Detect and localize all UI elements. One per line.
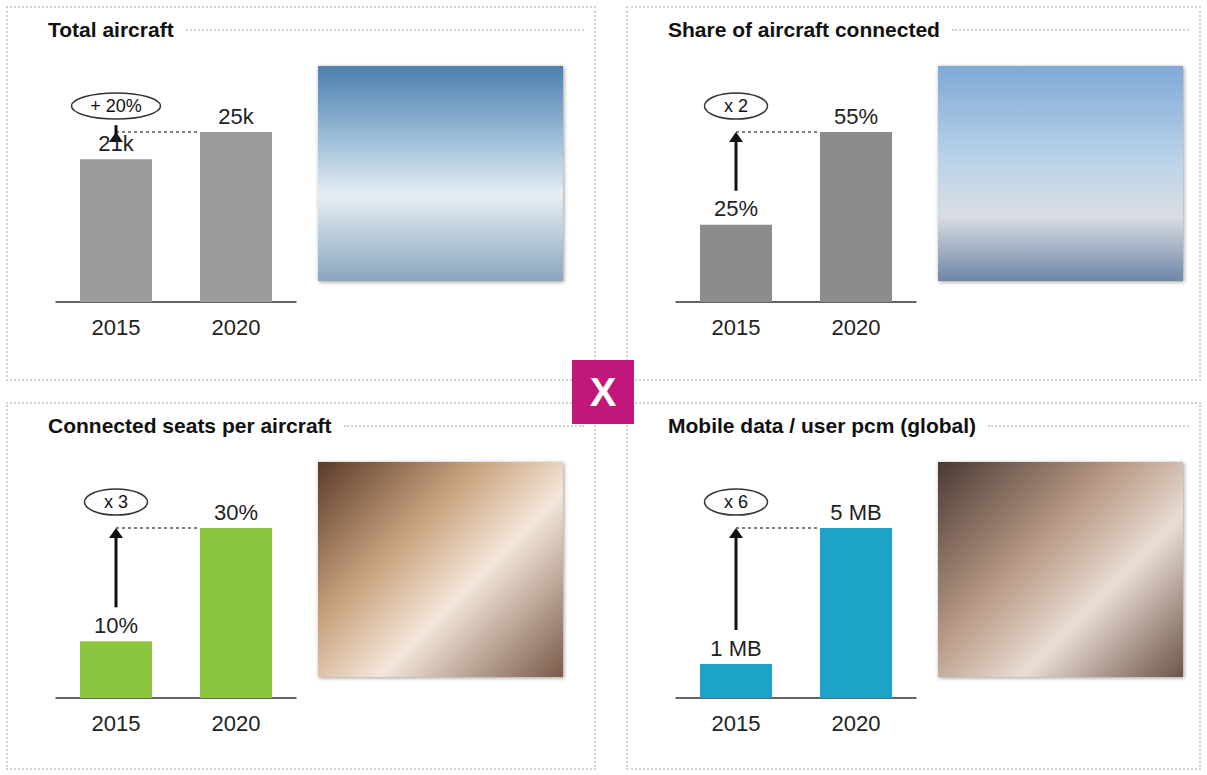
svg-text:x 3: x 3 [104, 492, 128, 512]
html-text:X: X [589, 369, 617, 414]
svg-text:x 6: x 6 [724, 492, 748, 512]
svg-text:30%: 30% [214, 500, 258, 525]
svg-text:5 MB: 5 MB [830, 500, 881, 525]
svg-text:10%: 10% [94, 613, 138, 638]
html-text:Total aircraft: Total aircraft [48, 18, 174, 41]
html-text:Share of aircraft connected: Share of aircraft connected [668, 18, 940, 41]
svg-text:55%: 55% [834, 104, 878, 129]
svg-text:x 2: x 2 [724, 96, 748, 116]
svg-text:2015: 2015 [712, 711, 761, 736]
svg-text:25%: 25% [714, 196, 758, 221]
svg-text:1 MB: 1 MB [710, 636, 761, 661]
svg-text:25k: 25k [218, 104, 254, 129]
svg-text:2015: 2015 [92, 315, 141, 340]
html-text:Connected seats per aircraft: Connected seats per aircraft [48, 414, 332, 437]
svg-text:2020: 2020 [212, 711, 261, 736]
svg-text:2015: 2015 [92, 711, 141, 736]
svg-text:2020: 2020 [212, 315, 261, 340]
svg-text:+ 20%: + 20% [90, 96, 142, 116]
svg-text:2015: 2015 [712, 315, 761, 340]
svg-text:21k: 21k [98, 131, 134, 156]
svg-text:2020: 2020 [832, 315, 881, 340]
svg-text:2020: 2020 [832, 711, 881, 736]
html-text:Mobile data / user pcm (global: Mobile data / user pcm (global) [668, 414, 976, 437]
